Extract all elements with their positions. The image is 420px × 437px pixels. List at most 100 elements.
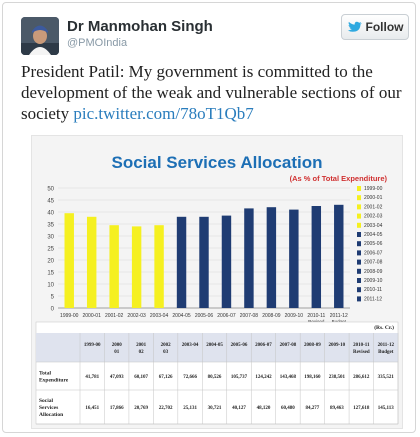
bar	[86, 216, 97, 308]
table-header-cell: 2011-12	[378, 343, 395, 348]
y-tick-label: 50	[47, 187, 54, 193]
legend-swatch	[357, 232, 361, 237]
table-cell: 143,468	[280, 375, 297, 380]
bar	[221, 215, 232, 308]
table-header-cell: 2005-06	[231, 343, 248, 348]
table-cell: 22,702	[159, 406, 173, 411]
table-header-cell: 2003-04	[182, 343, 199, 348]
legend-label: 2002-03	[364, 214, 383, 220]
bar	[131, 226, 142, 308]
legend-label: 1999-00	[364, 186, 383, 192]
table-cell: 286,612	[353, 375, 370, 380]
bar	[289, 209, 299, 308]
follow-label: Follow	[365, 20, 404, 34]
table-cell: 67,126	[159, 375, 173, 380]
table-row-label: Total	[39, 371, 51, 377]
tweet-text: President Patil: My government is commit…	[21, 61, 409, 124]
table-cell: 17,866	[110, 406, 124, 411]
bar	[334, 204, 344, 308]
table-header-bg	[36, 333, 398, 362]
legend-label: 2005-06	[364, 241, 383, 247]
table-header-cell: 1999-00	[84, 343, 101, 348]
table-header-cell: 03	[163, 350, 169, 355]
y-tick-label: 40	[47, 211, 54, 217]
legend-swatch	[357, 213, 361, 219]
x-tick-note: Revised	[308, 319, 325, 324]
x-tick-label: 2003-04	[150, 313, 169, 319]
chart-subtitle: (As % of Total Expenditure)	[290, 174, 388, 183]
table-header-cell: 2007-08	[280, 343, 297, 348]
bar	[199, 216, 209, 308]
y-tick-label: 0	[51, 307, 55, 313]
legend-swatch	[357, 268, 361, 274]
author-name[interactable]: Dr Manmohan Singh	[67, 18, 213, 35]
x-tick-label: 2002-03	[127, 313, 146, 319]
x-tick-label: 2006-07	[217, 313, 236, 319]
table-cell: 238,501	[329, 375, 346, 380]
table-cell: 41,781	[85, 375, 99, 380]
bar	[244, 208, 254, 308]
x-tick-label: 1999-00	[60, 313, 79, 319]
y-tick-label: 15	[47, 271, 54, 277]
legend-label: 2008-09	[364, 269, 383, 275]
table-header-cell: 2002	[161, 343, 172, 348]
tweet-body: President Patil: My government is commit…	[21, 62, 402, 123]
table-cell: 89,463	[330, 406, 344, 411]
x-tick-label: 2000-01	[83, 313, 102, 319]
x-tick-label: 2010-11	[307, 313, 325, 319]
legend-label: 2011-12	[364, 296, 382, 302]
table-header-cell: 2010-11	[353, 343, 370, 348]
table-header-cell: 2004-05	[206, 343, 223, 348]
table-cell: 47,093	[110, 375, 124, 380]
y-tick-label: 35	[47, 223, 54, 229]
x-tick-label: 2009-10	[285, 313, 304, 319]
table-cell: 124,242	[255, 375, 272, 380]
x-tick-label: 2008-09	[262, 313, 281, 319]
table-cell: 84,277	[306, 406, 320, 411]
avatar[interactable]	[21, 17, 59, 55]
x-tick-label: 2007-08	[240, 313, 259, 319]
tweet-card: Dr Manmohan Singh @PMOIndia Follow Presi…	[2, 2, 416, 433]
table-cell: 48,120	[257, 406, 271, 411]
tweet-link[interactable]: pic.twitter.com/78oT1Qb7	[73, 104, 254, 123]
table-cell: 145,113	[378, 406, 394, 411]
author-handle[interactable]: @PMOIndia	[67, 37, 128, 49]
table-row-label: Services	[39, 405, 58, 411]
legend-label: 2010-11	[364, 287, 382, 293]
table-row-label: Expenditure	[39, 378, 69, 384]
legend-swatch	[357, 195, 361, 201]
follow-button[interactable]: Follow	[341, 14, 409, 40]
bar	[154, 225, 164, 308]
legend-label: 2003-04	[364, 223, 383, 229]
legend-label: 2006-07	[364, 250, 383, 256]
y-tick-label: 5	[51, 295, 55, 301]
table-header-cell: Revised	[353, 350, 370, 355]
legend-swatch	[357, 287, 361, 293]
legend-label: 2004-05	[364, 232, 383, 238]
x-tick-label: 2005-06	[195, 313, 214, 319]
tweet-media-image[interactable]: Social Services Allocation (As % of Total…	[31, 135, 403, 429]
avatar-image	[21, 17, 59, 55]
bar	[311, 206, 322, 308]
legend-swatch	[357, 278, 361, 283]
table-row-label: Allocation	[39, 412, 63, 418]
x-tick-label: 2011-12	[330, 313, 348, 319]
table-header-cell: 2009-10	[329, 343, 346, 348]
legend-swatch	[357, 250, 361, 256]
y-tick-label: 30	[47, 235, 54, 241]
table-row-label: Social	[39, 398, 54, 404]
x-tick-note: Budget	[332, 319, 347, 324]
chart-title: Social Services Allocation	[111, 153, 322, 172]
legend-label: 2001-02	[364, 204, 383, 210]
table-cell: 127,618	[353, 406, 370, 411]
table-header-cell: Budget	[378, 350, 394, 355]
table-cell: 105,737	[231, 375, 248, 380]
bar	[266, 207, 277, 308]
table-header-cell: 01	[114, 350, 120, 355]
table-header-cell: 2008-09	[304, 343, 321, 348]
y-tick-label: 45	[47, 199, 54, 205]
table-cell: 20,769	[134, 406, 148, 411]
table-cell: 60,480	[281, 406, 295, 411]
table-cell: 198,160	[304, 375, 321, 380]
y-tick-label: 20	[47, 259, 54, 265]
